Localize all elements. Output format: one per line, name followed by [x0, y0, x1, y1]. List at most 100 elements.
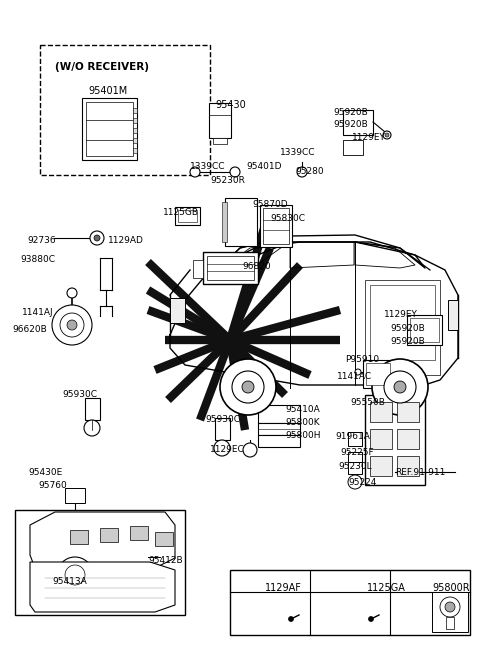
- Bar: [100, 528, 118, 542]
- Text: 95225F: 95225F: [340, 448, 373, 457]
- Circle shape: [60, 313, 84, 337]
- Text: (W/O RECEIVER): (W/O RECEIVER): [55, 62, 149, 72]
- Circle shape: [369, 617, 373, 621]
- Circle shape: [445, 602, 455, 612]
- Text: 95413A: 95413A: [52, 577, 87, 586]
- Circle shape: [67, 288, 77, 298]
- Text: 1125GB: 1125GB: [163, 208, 199, 217]
- Bar: [263, 208, 289, 244]
- Text: 96620B: 96620B: [12, 325, 47, 334]
- Bar: [65, 488, 85, 503]
- Circle shape: [214, 440, 230, 456]
- Circle shape: [190, 167, 200, 177]
- Polygon shape: [30, 512, 175, 568]
- Text: 1129EC: 1129EC: [210, 445, 245, 454]
- Bar: [397, 429, 419, 449]
- Text: 1339CC: 1339CC: [190, 162, 226, 171]
- Bar: [363, 360, 393, 388]
- Bar: [348, 462, 362, 474]
- Text: 1141AC: 1141AC: [337, 372, 372, 381]
- Circle shape: [242, 381, 254, 393]
- Bar: [85, 398, 100, 420]
- Text: 95800K: 95800K: [285, 418, 320, 427]
- Bar: [225, 198, 257, 246]
- Circle shape: [57, 557, 93, 593]
- Text: 1129EY: 1129EY: [384, 310, 418, 319]
- Circle shape: [384, 371, 416, 403]
- Circle shape: [297, 167, 307, 177]
- Text: 95870D: 95870D: [252, 200, 288, 209]
- Bar: [15, 510, 185, 615]
- Circle shape: [440, 597, 460, 617]
- Text: 95920B: 95920B: [390, 324, 425, 333]
- Text: 95830C: 95830C: [270, 214, 305, 223]
- Text: 95430: 95430: [215, 100, 246, 110]
- Circle shape: [67, 320, 77, 330]
- Bar: [40, 45, 210, 175]
- Bar: [366, 363, 390, 385]
- Bar: [133, 138, 137, 143]
- Circle shape: [383, 131, 391, 139]
- Circle shape: [94, 235, 100, 241]
- Circle shape: [243, 443, 257, 457]
- Bar: [365, 280, 440, 375]
- Text: 1141AJ: 1141AJ: [22, 308, 54, 317]
- Bar: [155, 532, 173, 546]
- Text: 95224: 95224: [348, 478, 376, 487]
- Circle shape: [90, 231, 104, 245]
- Bar: [222, 202, 227, 242]
- Text: 95280: 95280: [295, 167, 324, 176]
- Text: 95920B: 95920B: [390, 337, 425, 346]
- Bar: [432, 592, 468, 632]
- Bar: [209, 103, 231, 138]
- Circle shape: [65, 565, 85, 585]
- Text: 1129EY: 1129EY: [352, 133, 386, 142]
- Circle shape: [355, 369, 361, 375]
- Bar: [370, 429, 392, 449]
- Bar: [203, 252, 258, 284]
- Text: 95430E: 95430E: [28, 468, 62, 477]
- Circle shape: [232, 371, 264, 403]
- Text: 95412B: 95412B: [148, 556, 182, 565]
- Bar: [348, 432, 362, 446]
- Text: 95930C: 95930C: [205, 415, 240, 424]
- Polygon shape: [30, 562, 175, 612]
- Bar: [133, 128, 137, 133]
- Bar: [407, 315, 442, 345]
- Bar: [207, 256, 254, 280]
- Bar: [213, 138, 227, 144]
- Bar: [133, 118, 137, 123]
- Bar: [178, 210, 197, 222]
- Bar: [343, 110, 373, 135]
- Text: REF.91-911: REF.91-911: [395, 468, 445, 477]
- Bar: [258, 405, 300, 423]
- Text: 96820: 96820: [242, 262, 271, 271]
- Text: 95550B: 95550B: [350, 398, 385, 407]
- Bar: [365, 395, 425, 485]
- Circle shape: [348, 475, 362, 489]
- Bar: [175, 207, 200, 225]
- Text: 1129AD: 1129AD: [108, 236, 144, 245]
- Bar: [410, 318, 439, 342]
- Text: 95920B: 95920B: [333, 108, 368, 117]
- Text: 1129AF: 1129AF: [265, 583, 302, 593]
- Bar: [130, 526, 148, 540]
- Bar: [448, 300, 458, 330]
- Text: 95930C: 95930C: [62, 390, 97, 399]
- Text: 95230L: 95230L: [338, 462, 372, 471]
- Bar: [193, 260, 203, 278]
- Circle shape: [52, 305, 92, 345]
- Bar: [133, 148, 137, 153]
- Text: 95401D: 95401D: [246, 162, 281, 171]
- Circle shape: [230, 167, 240, 177]
- Bar: [215, 418, 230, 440]
- Bar: [260, 205, 292, 247]
- Bar: [348, 452, 362, 466]
- Circle shape: [385, 133, 389, 137]
- Text: P95910: P95910: [345, 355, 379, 364]
- Bar: [446, 617, 454, 629]
- Circle shape: [288, 617, 293, 621]
- Bar: [82, 98, 137, 160]
- Text: 95920B: 95920B: [333, 120, 368, 129]
- Bar: [370, 402, 392, 422]
